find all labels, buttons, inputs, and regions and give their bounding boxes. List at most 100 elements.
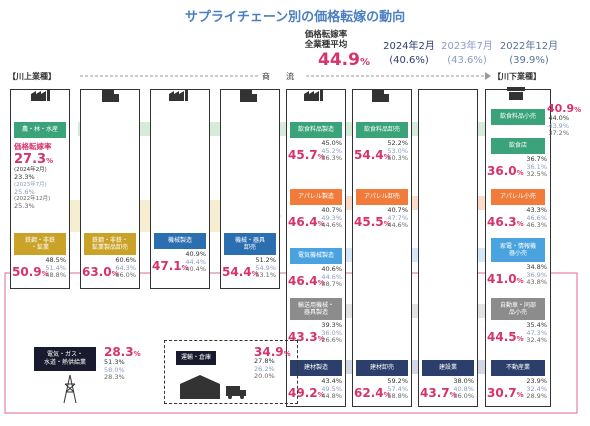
value-a: 43.3% <box>526 206 547 214</box>
flow-label: 商 流 <box>262 72 298 81</box>
legend-period-jul: 2023年7月 (43.6%) <box>436 40 498 68</box>
value-a: 51.2% <box>255 256 276 264</box>
logistics-val-b: 26.2% <box>254 364 275 373</box>
values-rest: 36.7% 36.1% 32.5% <box>515 155 547 179</box>
factory-icon <box>304 89 323 101</box>
agri-val-4: 25.3% <box>14 202 35 210</box>
column-wholesale <box>352 89 412 407</box>
values-mach: 40.9% 44.4% 40.4% <box>174 250 206 274</box>
column-machinery-wholesale <box>220 89 280 289</box>
value-a: 23.9% <box>526 377 547 385</box>
warehouse-truck-icon <box>180 375 246 399</box>
value-c: 46.3% <box>526 221 547 229</box>
values-machw: 51.2% 54.9% 53.1% <box>244 256 276 280</box>
legend-period-label: 2023年7月 <box>441 41 493 52</box>
value-big-number: 62.4 <box>354 386 384 400</box>
value-c: 36.0% <box>453 392 474 400</box>
value-big-number: 50.9 <box>12 265 42 279</box>
logistics-values: 27.8% 26.2% 20.0% <box>254 357 284 381</box>
value-b: 36.0% <box>321 328 342 337</box>
legend-main-number: 44.9 <box>318 50 360 70</box>
value-big-number: 46.3 <box>487 215 517 229</box>
agri-heading: 価格転嫁率 <box>14 142 52 151</box>
value-big-pct: % <box>111 270 119 278</box>
agri-big-number: 27.3 <box>14 152 47 167</box>
value-big-pct: % <box>317 391 325 399</box>
industry-box-machw: 機械・器具 卸売 <box>224 233 276 255</box>
value-big-steelw: 63.0% <box>82 265 119 279</box>
values-elec: 40.6% 44.6% 38.7% <box>310 265 342 289</box>
factory-icon <box>169 89 188 101</box>
value-big-number: 54.4 <box>222 265 252 279</box>
value-c: 32.5% <box>526 170 547 178</box>
value-big-pct: % <box>41 270 49 278</box>
value-big-foodr: 40.9% <box>547 102 581 115</box>
value-big-pct: % <box>516 220 524 228</box>
logistics-box <box>164 340 298 404</box>
value-b: 46.6% <box>526 213 547 222</box>
value-big-pct: % <box>516 391 524 399</box>
value-big-cons: 43.7% <box>420 386 457 400</box>
value-c: 37.2% <box>548 129 569 137</box>
value-a: 36.7% <box>526 155 547 163</box>
legend-main-value: 44.9% <box>318 50 370 70</box>
value-big-pct: % <box>383 220 391 228</box>
value-big-pct: % <box>516 169 524 177</box>
value-a: 52.2% <box>387 139 408 147</box>
values-elecr: 34.8% 36.9% 43.8% <box>515 263 547 287</box>
value-big-pct: % <box>574 106 582 114</box>
value-c: 53.1% <box>255 271 276 279</box>
energy-val-c: 28.3% <box>104 373 125 381</box>
value-c: 44.8% <box>321 392 342 400</box>
energy-big-number: 28.3 <box>104 345 134 359</box>
upstream-label: 【川上業種】 <box>8 72 56 81</box>
agri-val-2: 23.3% <box>14 173 35 181</box>
value-b: 36.1% <box>526 162 547 171</box>
legend-period-label: 2022年12月 <box>499 41 559 52</box>
agri-note-1: (2024年2月) <box>14 167 47 173</box>
value-big-pct: % <box>181 264 189 272</box>
industry-box-steelw: 鉄鋼・非鉄・ 鉱業製品卸売 <box>84 233 136 255</box>
value-b: 32.4% <box>526 384 547 393</box>
value-c: 40.4% <box>185 265 206 273</box>
value-big-machw: 54.4% <box>222 265 259 279</box>
values-bldw: 59.2% 57.4% 58.8% <box>376 377 408 401</box>
value-big-appr: 46.3% <box>487 215 524 229</box>
value-big-number: 49.2 <box>288 386 318 400</box>
value-b: 51.4% <box>45 263 66 272</box>
power-tower-icon <box>63 374 77 404</box>
value-a: 59.2% <box>387 377 408 385</box>
value-c: 44.6% <box>321 221 342 229</box>
value-c: 36.3% <box>321 154 342 162</box>
energy-val-b: 58.0% <box>104 365 125 374</box>
value-big-pct: % <box>383 153 391 161</box>
legend-period-now: 2024年2月 (40.6%) <box>378 40 440 68</box>
industry-box-appr: アパレル小売 <box>491 189 545 205</box>
industry-box-foodr: 飲食料品小売 <box>491 109 545 125</box>
value-big-pct: % <box>317 220 325 228</box>
value-a: 45.0% <box>321 139 342 147</box>
factory-icon <box>31 89 50 101</box>
value-big-number: 36.0 <box>487 164 517 178</box>
value-b: 57.4% <box>387 384 408 393</box>
value-c: 38.7% <box>321 280 342 288</box>
value-big-auto: 44.5% <box>487 330 524 344</box>
value-big-number: 47.1 <box>152 259 182 273</box>
legend-label: 価格転嫁率 全業種平均 <box>286 30 366 50</box>
industry-box-real: 不動産業 <box>491 360 545 376</box>
logistics-label: 運輸・倉庫 <box>176 351 216 365</box>
building-icon <box>102 89 119 102</box>
value-big-number: 30.7 <box>487 386 517 400</box>
value-b: 47.7% <box>387 213 408 222</box>
value-big-pct: % <box>383 391 391 399</box>
legend-period-value: (40.6%) <box>389 55 429 66</box>
values-appr: 43.3% 46.6% 46.3% <box>515 206 547 230</box>
logistics-big: 34.9% <box>254 345 291 359</box>
industry-box-rest: 飲食店 <box>491 138 545 154</box>
industry-box-bldw: 建材卸売 <box>356 360 408 376</box>
value-a: 38.0% <box>453 377 474 385</box>
industry-box-elecr: 家電・情報機 器小売 <box>491 238 545 262</box>
value-big-pct: % <box>251 270 259 278</box>
industry-box-elec: 電気機械製造 <box>290 248 342 264</box>
value-c: 48.8% <box>45 271 66 279</box>
